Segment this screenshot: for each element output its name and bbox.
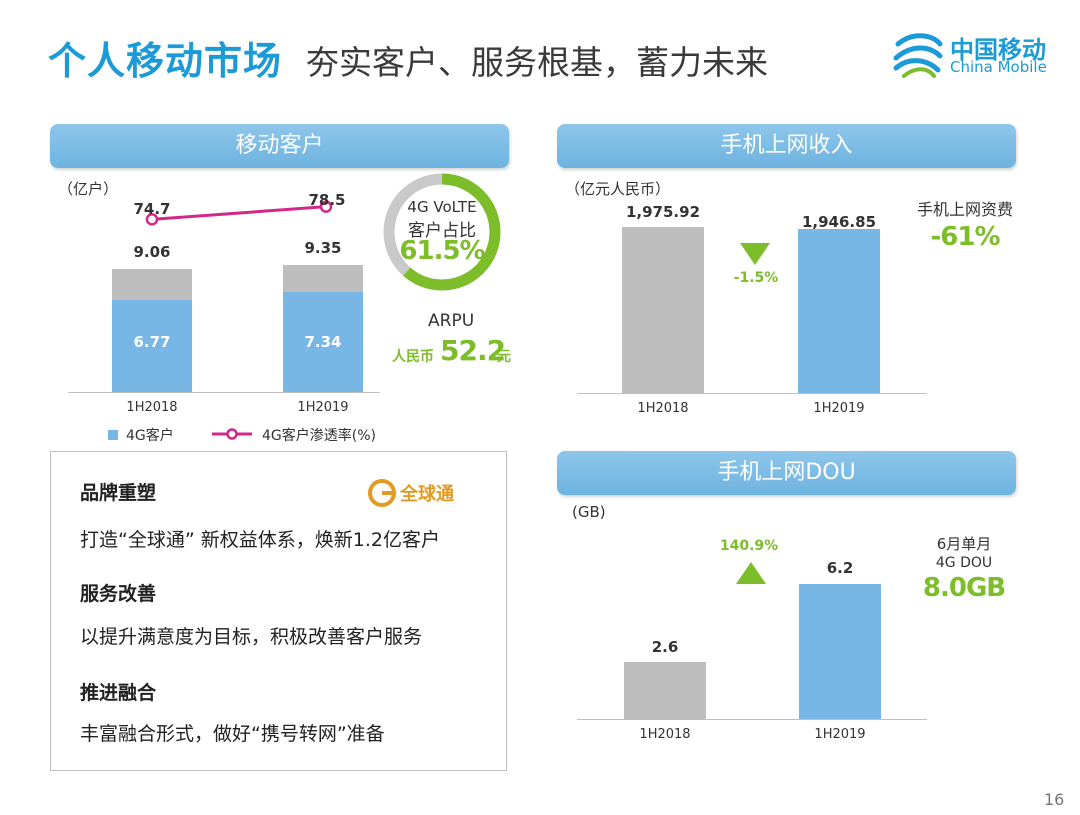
dou-x-tick: 1H2019 — [814, 727, 866, 742]
dou-change: 140.9% — [719, 538, 779, 554]
arpu-suffix: 元 — [497, 349, 511, 365]
dou-x-tick: 1H2018 — [639, 727, 691, 742]
volte-label-line2: 客户占比 — [408, 221, 476, 241]
penetration-point — [319, 200, 333, 213]
brand-name-cn: 中国移动 — [950, 36, 1046, 64]
volte-value: 61.5% — [399, 236, 485, 266]
quanqiutong-logo-icon — [368, 479, 396, 507]
revenue-banner: 手机上网收入 — [557, 124, 1016, 168]
dou-value-label: 2.6 — [651, 638, 679, 656]
customers-4g-bar — [112, 300, 192, 392]
revenue-change: -1.5% — [733, 270, 779, 286]
penetration-line — [151, 205, 327, 221]
brand-box-text: 打造“全球通” 新权益体系，焕新1.2亿客户 — [80, 529, 440, 551]
china-mobile-logo-icon — [893, 33, 943, 78]
customers-x-tick: 1H2019 — [297, 400, 349, 415]
customers-axis-line — [68, 392, 380, 393]
revenue-bar — [798, 228, 880, 393]
tariff-change: -61% — [930, 222, 1000, 252]
dou-bar — [799, 584, 881, 719]
dou-banner: 手机上网DOU — [557, 451, 1016, 495]
legend-4g-label: 4G客户 — [126, 428, 174, 444]
revenue-bar — [622, 226, 704, 393]
tariff-label: 手机上网资费 — [916, 200, 1013, 219]
arpu-value: 52.2 — [440, 334, 506, 367]
brand-box-text: 丰富融合形式，做好“携号转网”准备 — [80, 723, 385, 745]
quanqiutong-logo-text: 全球通 — [400, 484, 454, 505]
brand-box-text: 以提升满意度为目标，积极改善客户服务 — [80, 626, 423, 648]
legend-penetration-label: 4G客户渗透率(%) — [262, 428, 376, 444]
dou-axis-line — [577, 719, 927, 720]
customers-total-label: 9.06 — [133, 243, 171, 261]
dou-june-line2: 4G DOU — [935, 555, 993, 571]
penetration-label: 74.7 — [133, 200, 171, 218]
volte-label-line1: 4G VoLTE — [407, 198, 477, 216]
dou-value-label: 6.2 — [826, 559, 854, 577]
volte-donut-arc — [383, 173, 501, 291]
legend-4g-swatch — [108, 430, 118, 440]
arpu-label: ARPU — [428, 311, 475, 331]
revenue-value-label: 1,975.92 — [625, 203, 701, 221]
penetration-label: 78.5 — [308, 191, 346, 209]
brand-box — [50, 451, 507, 771]
brand-box-heading: 服务改善 — [80, 583, 157, 605]
revenue-value-label: 1,946.85 — [801, 213, 877, 231]
page-subtitle: 夯实客户、服务根基，蓄力未来 — [306, 43, 768, 82]
customers-total-label: 9.35 — [304, 239, 342, 257]
increase-arrow-icon — [736, 562, 766, 584]
revenue-unit-label: （亿元人民币） — [565, 180, 671, 198]
brand-box-heading: 品牌重塑 — [80, 482, 157, 504]
dou-june-line1: 6月单月 — [936, 535, 992, 553]
legend-penetration-swatch — [212, 428, 252, 440]
decrease-arrow-icon — [740, 243, 770, 265]
brand-name-en: China Mobile — [950, 58, 1047, 76]
customers-4g-label: 7.34 — [304, 333, 342, 351]
customers-banner: 移动客户 — [50, 124, 509, 168]
arpu-prefix: 人民币 — [392, 349, 434, 365]
brand-box-heading: 推进融合 — [80, 682, 157, 704]
dou-june-value: 8.0GB — [922, 573, 1006, 603]
penetration-point — [145, 213, 159, 226]
page-title: 个人移动市场 — [48, 39, 283, 83]
page-number: 16 — [1044, 790, 1065, 809]
penetration-line-chart — [145, 200, 333, 226]
revenue-x-tick: 1H2018 — [637, 401, 689, 416]
dou-unit-label: (GB) — [572, 503, 606, 521]
customers-4g-label: 6.77 — [133, 333, 171, 351]
volte-donut — [383, 173, 501, 291]
customers-4g-bar — [283, 292, 363, 392]
revenue-axis-line — [577, 393, 927, 394]
revenue-x-tick: 1H2019 — [813, 401, 865, 416]
customers-x-tick: 1H2018 — [126, 400, 178, 415]
dou-bar — [624, 662, 706, 719]
customers-unit-label: （亿户） — [58, 180, 119, 198]
